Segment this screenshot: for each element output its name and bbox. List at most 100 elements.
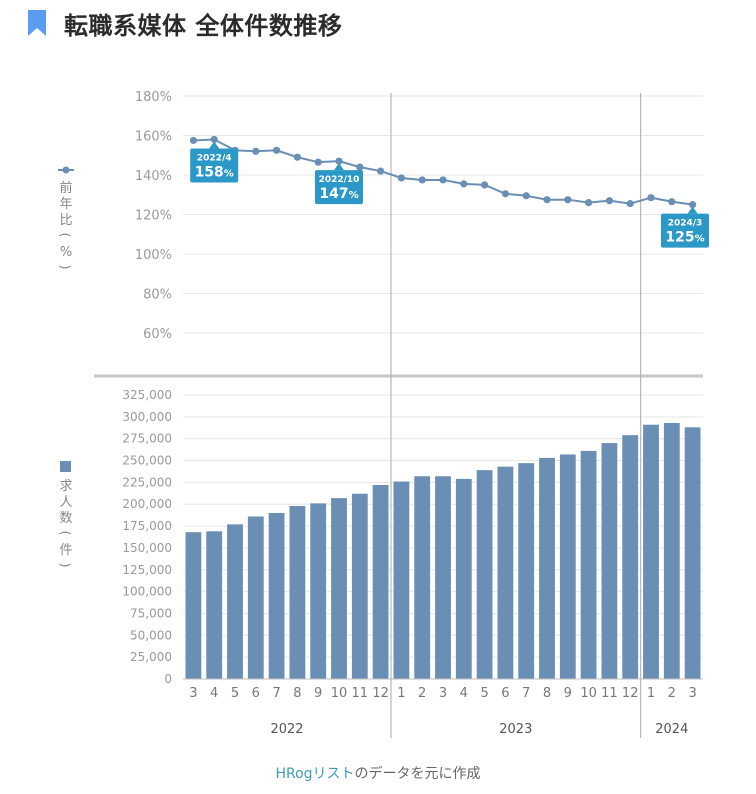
annotation-box <box>190 148 239 183</box>
source-link[interactable]: HRogリスト <box>275 766 355 782</box>
line-point <box>293 153 301 161</box>
bar <box>455 478 472 679</box>
bar <box>247 516 264 679</box>
bar-y-tick: 0 <box>164 672 172 686</box>
bar-y-tick: 125,000 <box>122 563 172 577</box>
line-point <box>647 194 655 202</box>
annotation-value-number: 147 <box>319 186 348 202</box>
year-label: 2023 <box>499 722 532 737</box>
x-tick-label: 12 <box>372 686 389 701</box>
line-point <box>564 196 572 204</box>
bar-y-tick: 275,000 <box>122 432 172 446</box>
bar <box>476 470 493 679</box>
bar <box>351 493 368 679</box>
axis-label-char: 前 <box>59 180 72 196</box>
annotation-date: 2022/4 <box>197 153 232 163</box>
line-legend-dot <box>62 166 70 174</box>
axis-label-char: 数 <box>59 511 72 526</box>
bar <box>310 503 327 679</box>
bar <box>663 422 680 679</box>
axis-label-char: 年 <box>59 197 72 212</box>
line-point <box>439 176 447 184</box>
bar <box>497 466 514 679</box>
annotation-value: 125% <box>665 230 704 246</box>
line-point <box>689 201 697 209</box>
x-tick-label: 9 <box>314 686 322 701</box>
bar <box>268 512 285 679</box>
bar <box>539 457 555 679</box>
annotation-value-unit: % <box>224 168 234 179</box>
x-tick-label: 7 <box>272 686 280 701</box>
x-tick-label: 2 <box>418 686 426 701</box>
line-point <box>668 198 676 206</box>
x-tick-label: 3 <box>688 686 696 701</box>
x-tick-label: 10 <box>580 686 597 701</box>
bar-y-tick: 250,000 <box>122 454 172 468</box>
page-title: 転職系媒体 全体件数推移 <box>64 11 343 40</box>
line-y-tick: 180% <box>135 90 172 105</box>
annotation-value-unit: % <box>695 234 705 245</box>
chart: 60% 80% 100% 120% 140% 160% 180% 0 25,000 50,000 7… <box>57 90 709 738</box>
annotation-date: 2022/10 <box>319 175 360 185</box>
x-tick-label: 10 <box>331 686 348 701</box>
annotation-value: 147% <box>319 186 358 202</box>
bar <box>622 435 639 679</box>
x-tick-label: 6 <box>252 686 260 701</box>
x-tick-label: 1 <box>397 686 405 701</box>
line-point <box>626 200 634 208</box>
annotation-value-number: 125 <box>665 230 694 246</box>
bar <box>643 424 659 679</box>
bar-y-tick: 200,000 <box>122 497 172 511</box>
x-tick-label: 11 <box>601 686 618 701</box>
axis-label-char: ( <box>57 530 72 535</box>
bar <box>580 450 597 679</box>
bar <box>372 485 389 679</box>
x-tick-label: 2 <box>668 686 676 701</box>
x-tick-label: 5 <box>480 686 488 701</box>
annotation-pointer <box>209 141 220 149</box>
line-point <box>543 196 551 204</box>
bar-y-tick: 150,000 <box>122 541 172 555</box>
line-y-axis-label: 前年比 (%) <box>57 180 73 270</box>
x-tick-label: 11 <box>352 686 369 701</box>
line-point <box>210 135 218 144</box>
annotation-value-number: 158 <box>195 164 224 180</box>
line-point <box>585 199 593 207</box>
source-note: HRogリストのデータを元に作成 <box>0 763 756 783</box>
bar-y-axis-label: 求人数 (件) <box>57 479 73 568</box>
bar-y-tick: 50,000 <box>130 628 172 642</box>
axis-label-char: ( <box>57 232 72 237</box>
line-point <box>356 163 364 171</box>
line-point <box>252 147 260 155</box>
line-point <box>605 197 614 205</box>
axis-label-char: ) <box>57 264 72 269</box>
annotation-box <box>661 213 709 248</box>
bar-y-tick: 75,000 <box>130 606 172 620</box>
year-label: 2022 <box>270 722 303 737</box>
bar-legend-marker <box>60 461 71 472</box>
bar <box>393 481 410 679</box>
bookmark-icon <box>28 10 46 36</box>
line-point <box>377 167 385 175</box>
axis-label-char: 求 <box>59 479 72 494</box>
bar-y-tick: 325,000 <box>122 388 172 402</box>
line-y-tick: 80% <box>143 288 172 303</box>
annotation-date: 2024/3 <box>668 219 703 229</box>
x-tick-label: 4 <box>460 686 468 701</box>
line-y-tick: 100% <box>135 248 172 263</box>
bar <box>185 532 202 679</box>
line-series <box>193 138 693 206</box>
x-tick-label: 3 <box>439 686 447 701</box>
bar-y-tick: 300,000 <box>122 410 172 424</box>
annotation-value-unit: % <box>349 190 359 201</box>
bar <box>518 463 535 679</box>
header: 転職系媒体 全体件数推移 <box>28 6 342 40</box>
x-tick-label: 1 <box>647 686 655 701</box>
source-text: のデータを元に作成 <box>354 766 481 782</box>
axis-label-char: % <box>60 245 72 260</box>
line-y-tick: 120% <box>135 209 172 224</box>
bar <box>206 531 223 679</box>
bar <box>684 427 701 679</box>
